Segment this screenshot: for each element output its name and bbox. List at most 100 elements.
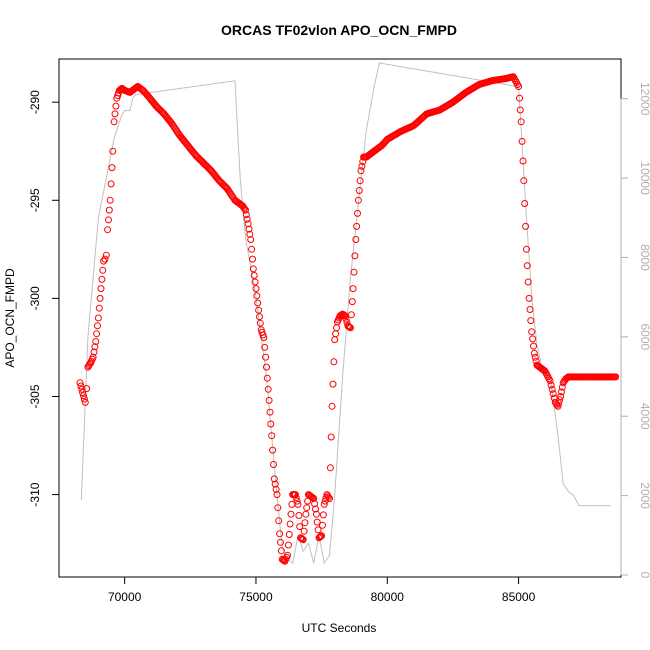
data-point (333, 324, 340, 332)
y2-tick-label: 2000 (638, 482, 650, 509)
data-point (98, 275, 106, 283)
data-point (287, 510, 295, 518)
x-tick-label: 75000 (239, 590, 273, 604)
data-point (94, 322, 101, 330)
x-axis-label: UTC Seconds (302, 621, 377, 635)
data-point (347, 324, 354, 332)
y2-tick-label: 4000 (638, 403, 650, 430)
x-tick-label: 85000 (502, 590, 536, 604)
data-point (523, 262, 531, 270)
data-point (249, 255, 256, 263)
y2-tick-label: 8000 (638, 244, 650, 271)
data-point (300, 527, 308, 535)
data-point (104, 226, 112, 234)
data-point (270, 461, 277, 468)
data-point (356, 177, 364, 185)
data-point (105, 216, 112, 224)
data-point (523, 245, 530, 253)
data-point (547, 381, 555, 389)
data-point (347, 311, 355, 319)
data-point (319, 511, 327, 519)
data-point (312, 510, 320, 518)
x-axis: 70000 75000 80000 85000 (108, 577, 536, 604)
data-point (529, 335, 537, 343)
data-point (352, 236, 360, 243)
data-point (557, 393, 565, 400)
data-point (349, 285, 357, 293)
data-point (554, 402, 562, 410)
data-point (284, 551, 291, 559)
y-tick-label: -295 (28, 188, 42, 212)
data-point (243, 215, 251, 223)
data-point (256, 313, 263, 321)
data-point (530, 342, 537, 350)
data-point (112, 102, 120, 110)
data-point (295, 512, 303, 519)
data-point (357, 167, 365, 175)
data-point (264, 385, 272, 393)
data-point (525, 294, 533, 302)
data-point (524, 278, 532, 286)
data-point (256, 319, 264, 327)
data-point (268, 432, 276, 440)
y-axis-right: 0 2000 4000 6000 8000 10000 12000 (620, 82, 650, 579)
data-point (108, 164, 116, 172)
data-point (530, 349, 538, 357)
data-point (296, 523, 304, 531)
data-point (298, 535, 306, 543)
data-point (313, 518, 321, 526)
data-point (81, 398, 89, 406)
data-point (520, 177, 528, 185)
data-point (251, 278, 259, 286)
data-point (354, 196, 362, 204)
data-point (272, 485, 280, 493)
data-point (262, 353, 270, 361)
data-point (358, 162, 366, 170)
data-point (80, 392, 87, 400)
data-point (273, 491, 281, 499)
data-point (299, 536, 307, 544)
data-point (331, 336, 339, 344)
data-point (314, 526, 322, 534)
data-point (528, 328, 536, 336)
data-point (277, 538, 284, 546)
data-point (77, 382, 85, 390)
data-point (274, 504, 282, 512)
data-point (252, 285, 260, 293)
data-point (308, 493, 316, 501)
data-point (329, 380, 337, 388)
data-point (310, 495, 318, 502)
data-point (348, 298, 356, 306)
data-point (101, 255, 109, 263)
data-point (76, 379, 84, 387)
data-point (516, 106, 524, 114)
data-point (107, 180, 115, 188)
data-point (527, 317, 535, 325)
data-point (271, 480, 279, 488)
data-point (291, 491, 299, 499)
data-point (80, 395, 88, 403)
data-point (100, 257, 108, 265)
y-tick-label: -305 (28, 384, 42, 408)
data-point (516, 94, 523, 102)
chart-title: ORCAS TF02vlon APO_OCN_FMPD (221, 22, 457, 38)
data-point (354, 209, 361, 217)
data-point (109, 147, 117, 155)
y-axis-label: APO_OCN_FMPD (3, 268, 17, 368)
data-point (247, 236, 255, 243)
data-point (254, 299, 262, 307)
data-point (242, 206, 249, 214)
data-point (248, 245, 256, 253)
data-point (269, 446, 277, 454)
y2-tick-label: 10000 (638, 161, 650, 195)
data-point (294, 500, 302, 508)
altitude-line (80, 62, 611, 565)
data-point (303, 504, 311, 512)
data-point (99, 266, 107, 274)
data-point (326, 464, 334, 472)
data-point (311, 500, 319, 508)
data-point (293, 497, 301, 505)
data-point (556, 396, 564, 404)
data-point (549, 390, 557, 398)
